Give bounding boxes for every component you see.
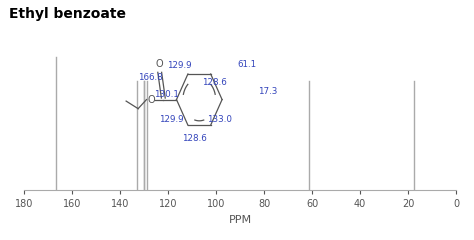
Text: 129.9: 129.9 (159, 115, 184, 124)
Text: 129.9: 129.9 (166, 61, 191, 70)
Text: 17.3: 17.3 (258, 88, 277, 96)
Text: 128.6: 128.6 (182, 134, 207, 143)
Text: 61.1: 61.1 (237, 60, 257, 69)
Text: 130.1: 130.1 (155, 90, 179, 99)
Text: Ethyl benzoate: Ethyl benzoate (9, 7, 127, 21)
Text: 133.0: 133.0 (207, 115, 232, 124)
Text: 166.8: 166.8 (138, 73, 163, 82)
Text: O: O (147, 95, 155, 105)
Text: O: O (156, 59, 164, 69)
X-axis label: PPM: PPM (228, 215, 252, 225)
Text: 128.6: 128.6 (202, 78, 227, 87)
